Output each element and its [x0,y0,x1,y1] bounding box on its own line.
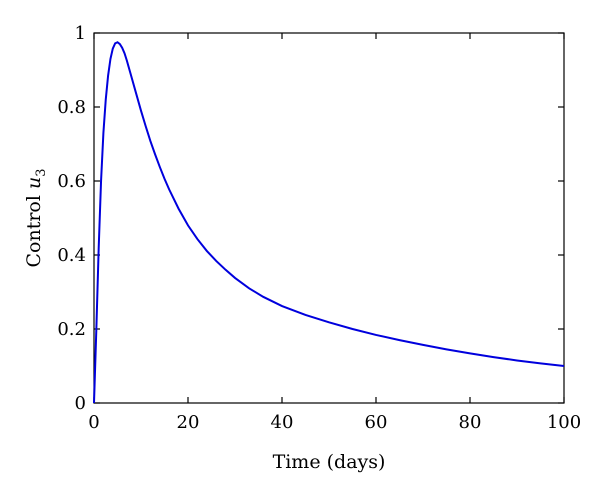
x-tick-label: 80 [459,412,482,433]
y-tick-label: 0.8 [57,97,86,118]
x-tick-label: 40 [271,412,294,433]
y-tick-label: 1 [75,23,86,44]
tick-marks [93,32,565,404]
y-axis-label-variable: u [23,177,45,189]
y-tick-label: 0 [75,393,86,414]
x-tick-label: 20 [177,412,200,433]
x-tick-label: 0 [88,412,99,433]
x-axis-label: Time (days) [273,451,386,473]
series-line [93,41,565,404]
x-tick-label: 100 [547,412,581,433]
x-tick-labels: 0 20 40 60 80 100 [88,412,581,433]
y-tick-label: 0.6 [57,171,86,192]
plot-frame [93,32,565,404]
y-tick-label: 0.4 [57,245,86,266]
y-tick-label: 0.2 [57,319,86,340]
y-axis-label-subscript: 3 [34,168,49,176]
y-axis-label: Control u3 [23,168,49,267]
x-tick-label: 60 [365,412,388,433]
y-axis-label-prefix: Control [23,189,45,268]
y-tick-labels: 0 0.2 0.4 0.6 0.8 1 [57,23,86,414]
